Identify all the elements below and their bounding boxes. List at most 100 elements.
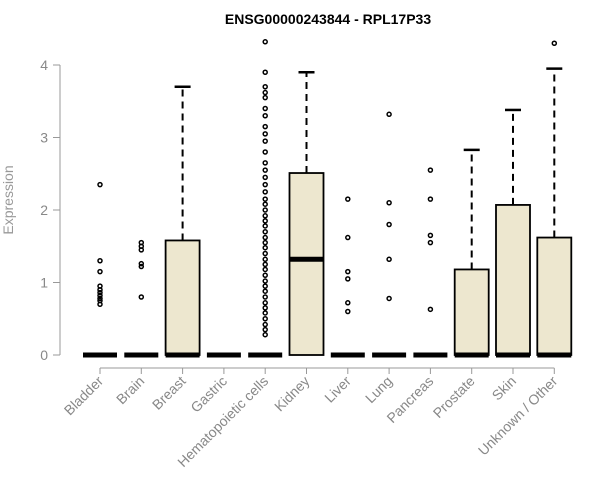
outlier-point — [427, 306, 434, 313]
y-tick-label: 4 — [40, 57, 48, 73]
box-breast — [164, 85, 201, 358]
outlier-point — [262, 105, 268, 112]
x-tick-label-bladder: Bladder — [61, 373, 107, 419]
outlier-point — [262, 113, 268, 119]
x-tick-label-lung: Lung — [362, 373, 395, 406]
outlier-point — [345, 308, 351, 315]
box-hematopoietic-cells — [248, 39, 283, 358]
iqr-box-kidney — [288, 172, 325, 356]
box-bladder — [83, 181, 117, 358]
y-tick-label: 2 — [40, 202, 48, 218]
outlier-point — [97, 295, 103, 302]
box-pancreas — [413, 167, 448, 358]
outlier-point — [262, 131, 268, 137]
outlier-point — [262, 223, 268, 229]
outlier-point — [386, 200, 392, 206]
outlier-point — [97, 292, 103, 299]
outlier-point — [97, 181, 103, 188]
outlier-point — [97, 297, 103, 304]
outlier-point — [551, 40, 558, 46]
x-tick-label-skin: Skin — [489, 373, 520, 404]
outlier-point — [97, 258, 103, 264]
y-tick-label: 0 — [40, 347, 48, 363]
outlier-point — [427, 196, 434, 202]
outlier-point — [262, 207, 268, 213]
outlier-point — [262, 272, 268, 278]
outlier-point — [345, 276, 351, 282]
outlier-point — [262, 89, 268, 96]
box-series — [83, 39, 573, 358]
outlier-point — [262, 326, 268, 333]
iqr-box-skin — [495, 204, 531, 356]
outlier-point — [262, 218, 268, 224]
outlier-point — [262, 229, 268, 235]
outlier-point — [262, 84, 268, 90]
outlier-point — [262, 278, 268, 284]
outlier-point — [262, 261, 268, 268]
outlier-point — [262, 234, 268, 241]
outlier-point — [262, 167, 268, 173]
outlier-point — [262, 201, 268, 207]
outlier-point — [97, 289, 103, 296]
x-tick-label-prostate: Prostate — [430, 373, 478, 421]
chart-title: ENSG00000243844 - RPL17P33 — [225, 11, 431, 27]
outlier-point — [262, 331, 268, 338]
outlier-point — [262, 305, 268, 311]
outlier-point — [386, 295, 392, 302]
outlier-point — [262, 123, 268, 130]
box-liver — [330, 196, 365, 358]
outlier-point — [262, 310, 268, 316]
outlier-point — [262, 196, 268, 202]
outlier-point — [262, 321, 268, 328]
outlier-point — [262, 39, 268, 45]
iqr-box-breast — [164, 239, 201, 356]
outlier-point — [262, 189, 268, 195]
box-lung — [372, 111, 407, 358]
outlier-point — [262, 94, 268, 101]
box-unknown-other — [536, 40, 573, 358]
outlier-point — [427, 239, 434, 246]
box-brain — [124, 239, 159, 358]
outlier-point — [427, 232, 434, 239]
x-tick-label-liver: Liver — [321, 373, 354, 406]
outlier-point — [345, 196, 351, 202]
outlier-point — [262, 174, 268, 181]
outlier-point — [138, 294, 145, 300]
iqr-box-prostate — [453, 268, 490, 356]
outlier-point — [262, 283, 268, 289]
outlier-point — [262, 213, 268, 219]
outlier-point — [138, 239, 145, 246]
outlier-point — [262, 294, 268, 300]
outlier-point — [386, 221, 392, 228]
iqr-box-unknown-other — [536, 236, 573, 356]
outlier-point — [262, 160, 268, 166]
outlier-point — [345, 234, 351, 241]
outlier-point — [262, 256, 268, 263]
outlier-point — [262, 300, 268, 306]
y-tick-label: 3 — [40, 130, 48, 146]
box-prostate — [453, 148, 490, 358]
box-kidney — [288, 71, 325, 356]
outlier-point — [97, 283, 103, 289]
y-axis-label: Expression — [0, 165, 16, 234]
outlier-point — [262, 69, 268, 75]
outlier-point — [386, 111, 392, 118]
outlier-point — [97, 268, 103, 275]
outlier-point — [262, 266, 268, 273]
outlier-point — [262, 149, 268, 155]
outlier-point — [262, 288, 268, 294]
y-axis: 0 1 2 3 4 — [40, 57, 61, 363]
outlier-point — [138, 260, 145, 267]
outlier-point — [427, 167, 434, 173]
x-tick-label-kidney: Kidney — [271, 373, 313, 415]
outlier-point — [262, 239, 268, 246]
outlier-point — [262, 250, 268, 257]
outlier-point — [262, 316, 268, 322]
outlier-point — [345, 268, 351, 275]
box-skin — [495, 108, 531, 358]
outlier-point — [262, 138, 268, 144]
x-tick-label-breast: Breast — [149, 373, 189, 413]
outlier-point — [138, 263, 145, 270]
